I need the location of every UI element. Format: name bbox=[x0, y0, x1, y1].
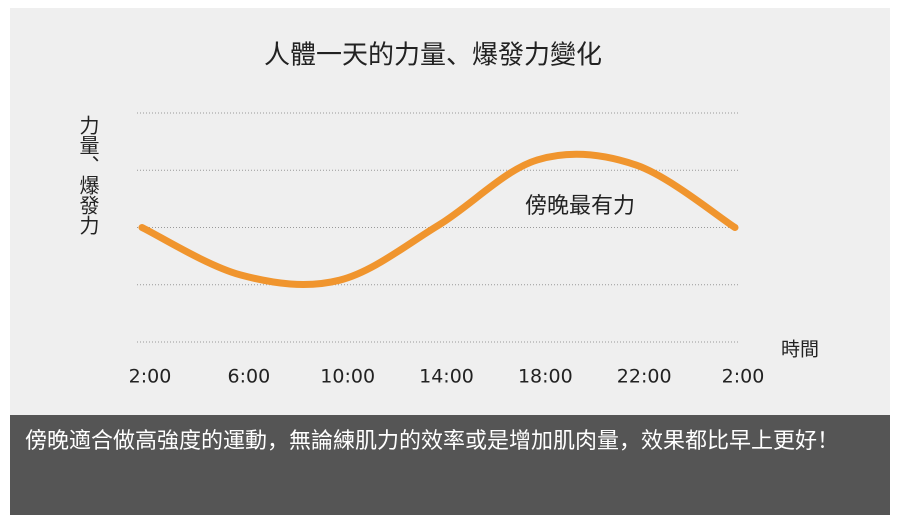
x-tick-label: 2:00 bbox=[129, 366, 172, 388]
chart-background bbox=[10, 8, 890, 415]
x-axis-label: 時間 bbox=[781, 339, 819, 361]
line bbox=[138, 150, 739, 289]
x-tick-label: 2:00 bbox=[722, 366, 765, 388]
y-axis-label: 力量、爆發力 bbox=[76, 115, 100, 235]
x-tick-label: 10:00 bbox=[320, 366, 375, 388]
annotation: 傍晚最有力 bbox=[525, 194, 635, 219]
x-tick-label: 22:00 bbox=[617, 366, 672, 388]
chart: 人體一天的力量、爆發力變化 力量、爆發力 時間 傍晚最有力 2:00 6:00 10… bbox=[10, 8, 890, 415]
x-tick-label: 6:00 bbox=[227, 366, 270, 388]
caption: 傍晚適合做高強度的運動，無論練肌力的效率或是增加肌肉量，效果都比早上更好！ bbox=[10, 415, 890, 515]
x-tick-label: 14:00 bbox=[419, 366, 474, 388]
x-tick-label: 18:00 bbox=[518, 366, 573, 388]
chart-title: 人體一天的力量、爆發力變化 bbox=[264, 41, 602, 71]
